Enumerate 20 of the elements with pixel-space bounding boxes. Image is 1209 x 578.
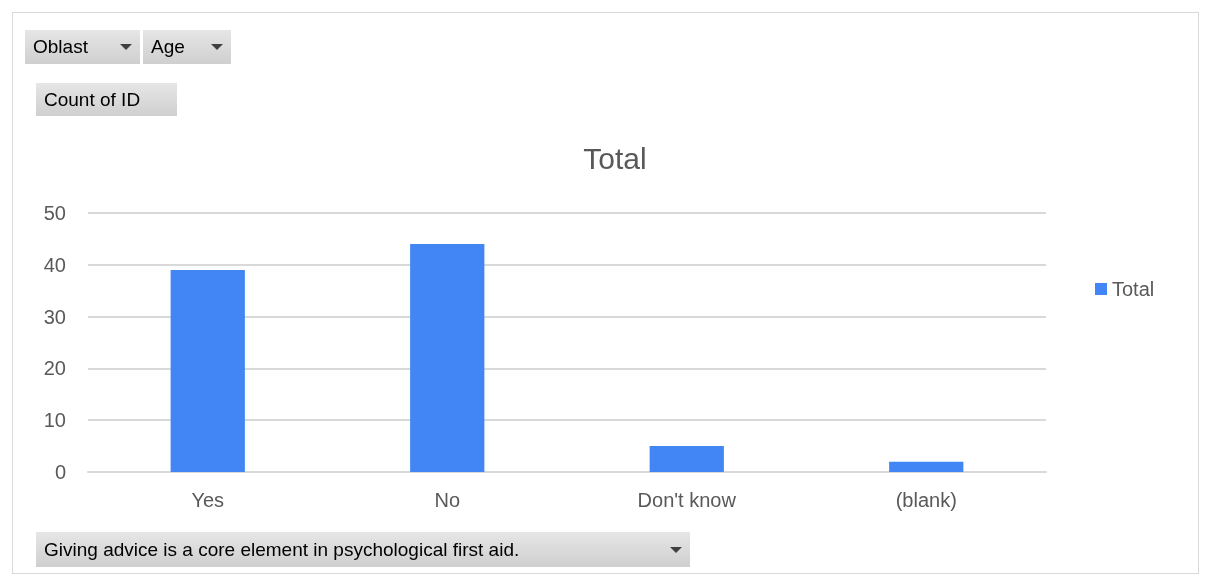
text: Count of ID xyxy=(44,88,141,111)
legend-label: Total xyxy=(1112,278,1155,300)
bar xyxy=(410,244,485,472)
bar xyxy=(889,461,964,472)
y-tick-label: 30 xyxy=(43,305,66,328)
x-tick-label: Don't know xyxy=(637,489,737,511)
x-tick-label: Yes xyxy=(191,489,225,511)
x-tick-label: No xyxy=(434,489,461,511)
text: Age xyxy=(151,36,185,58)
y-tick-label: 10 xyxy=(43,409,66,432)
y-tick-label: 20 xyxy=(43,357,66,380)
y-tick-label: 40 xyxy=(43,253,66,276)
x-tick-label: (blank) xyxy=(895,489,957,511)
y-tick-label: 50 xyxy=(43,202,66,224)
text: Giving advice is a core element in psychological first aid. xyxy=(44,538,520,561)
bar xyxy=(170,269,245,472)
bar xyxy=(649,446,724,472)
chart-title: Total xyxy=(583,141,647,175)
y-tick-label: 0 xyxy=(54,461,66,483)
text: Oblast xyxy=(33,36,88,58)
